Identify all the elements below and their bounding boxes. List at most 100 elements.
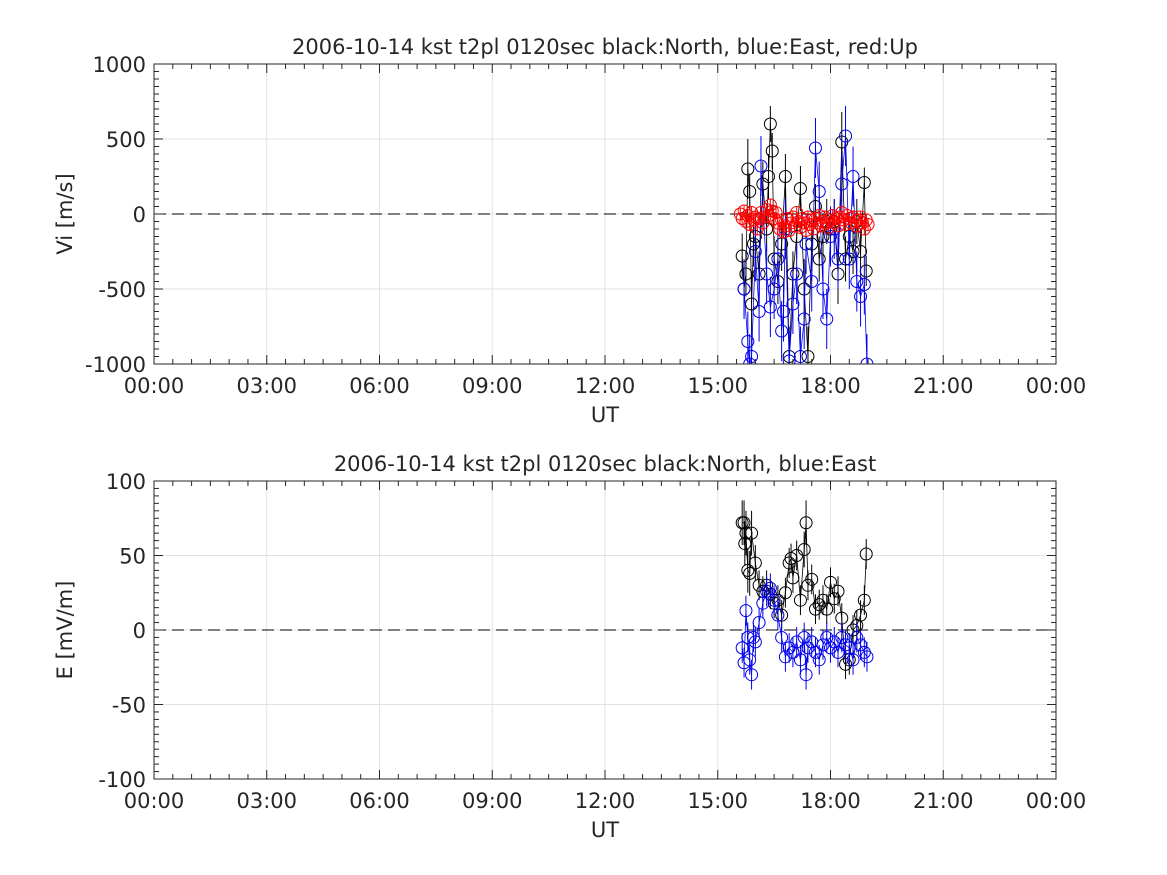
electric-field-series-1 [735, 573, 874, 690]
electric-field-y-tick-label: 0 [133, 619, 146, 643]
electric-field-ticks [153, 480, 1057, 780]
electric-field-data-point [738, 537, 752, 551]
electric-field-data-point [857, 593, 871, 607]
velocity-data-point [743, 357, 757, 364]
electric-field-data-point [839, 638, 853, 652]
electric-field-data-point [831, 584, 845, 598]
velocity-data-point [771, 252, 785, 266]
velocity-data-point [782, 354, 796, 364]
electric-field-data-point [805, 572, 819, 586]
velocity-x-tick-label: 12:00 [575, 374, 636, 398]
electric-field-data-point [808, 602, 822, 616]
velocity-chart-title: 2006-10-14 kst t2pl 0120sec black:North,… [292, 35, 918, 59]
velocity-data-point [775, 324, 789, 338]
electric-field-x-tick-label: 15:00 [687, 789, 748, 813]
velocity-y-axis-label: Vi [m/s] [53, 173, 77, 254]
velocity-data-point [812, 185, 826, 198]
velocity-series-2 [733, 198, 875, 239]
velocity-data-point [748, 245, 762, 258]
electric-field-data-point [775, 630, 789, 644]
velocity-data-point [812, 252, 826, 266]
electric-field-chart: 00:00 03:00 06:00 09:00 12:00 15:00 18:00 21:00… [53, 452, 1086, 842]
electric-field-data [735, 500, 874, 690]
electric-field-y-tick-label: -50 [112, 694, 146, 718]
velocity-y-tick-label: -1000 [85, 353, 146, 377]
electric-field-data-point [820, 602, 834, 616]
velocity-data-point [741, 162, 755, 176]
electric-field-data-point [790, 635, 804, 649]
velocity-data-point [825, 209, 839, 222]
velocity-x-tick-label: 21:00 [913, 374, 974, 398]
velocity-series-line [741, 123, 867, 357]
electric-field-data-point [846, 623, 860, 637]
electric-field-data-point [846, 653, 860, 667]
velocity-series-group [733, 106, 875, 364]
velocity-x-axis-label: UT [591, 403, 619, 427]
velocity-data-point [861, 218, 875, 231]
velocity-data-point [741, 335, 755, 348]
velocity-x-tick-label: 15:00 [687, 374, 748, 398]
velocity-data-point [737, 282, 751, 296]
velocity-data-point [820, 312, 834, 326]
velocity-data-point [857, 176, 871, 189]
velocity-x-tick-label: 06:00 [349, 374, 410, 398]
electric-field-data-point [778, 650, 792, 664]
velocity-data-point [767, 282, 781, 296]
velocity-x-tick-label: 18:00 [800, 374, 861, 398]
electric-field-data-point [737, 516, 751, 530]
velocity-x-tick-label: 03:00 [236, 374, 297, 398]
velocity-data-point [778, 170, 792, 183]
velocity-chart: 00:00 03:00 06:00 09:00 12:00 15:00 18:00 21:00… [53, 35, 1086, 427]
electric-field-data-point [743, 653, 757, 667]
velocity-data-point [765, 144, 779, 158]
electric-field-data-point [831, 645, 845, 659]
electric-field-y-tick-labels: -100 -50 0 50 100 [98, 470, 146, 792]
velocity-x-tick-label: 09:00 [462, 374, 523, 398]
electric-field-y-tick-label: -100 [98, 768, 146, 792]
velocity-data-point [854, 245, 868, 258]
electric-field-data-point [827, 592, 841, 606]
electric-field-data-point [786, 571, 800, 585]
electric-field-series-group [735, 500, 874, 690]
velocity-series-1 [737, 106, 874, 364]
velocity-x-tick-label: 00:00 [124, 374, 185, 398]
velocity-data-point [831, 252, 845, 266]
electric-field-data-point [745, 668, 759, 682]
velocity-data-point [754, 159, 768, 173]
electric-field-x-tick-label: 06:00 [349, 789, 410, 813]
velocity-data-point [746, 237, 760, 251]
electric-field-data-point [748, 635, 762, 649]
electric-field-x-tick-labels: 00:00 03:00 06:00 09:00 12:00 15:00 18:00 21:00… [124, 789, 1087, 813]
electric-field-series-0 [735, 500, 873, 680]
electric-field-x-tick-label: 09:00 [462, 789, 523, 813]
electric-field-data-point [778, 586, 792, 600]
electric-field-data-point [799, 516, 813, 530]
electric-field-data-point [793, 593, 807, 607]
electric-field-data-point [797, 543, 811, 557]
velocity-data-point [846, 170, 860, 183]
velocity-data-point [752, 305, 766, 318]
electric-field-chart-title: 2006-10-14 kst t2pl 0120sec black:North,… [334, 452, 876, 476]
velocity-data-point [839, 129, 853, 143]
velocity-data-point [745, 297, 759, 311]
electric-field-data-point [850, 630, 864, 644]
velocity-data-point [793, 350, 807, 363]
velocity-data-point [763, 117, 777, 131]
velocity-data-point [816, 282, 830, 296]
electric-field-data-point [763, 581, 777, 595]
velocity-x-tick-label: 00:00 [1026, 374, 1087, 398]
electric-field-y-tick-label: 100 [106, 470, 146, 494]
velocity-data-point [839, 252, 853, 266]
electric-field-data-point [741, 563, 755, 577]
electric-field-data-point [739, 604, 753, 618]
electric-field-x-tick-label: 18:00 [800, 789, 861, 813]
velocity-data-point [801, 350, 815, 363]
velocity-data-point [793, 182, 807, 195]
velocity-data-point [860, 357, 874, 364]
velocity-y-tick-label: 1000 [93, 53, 146, 77]
electric-field-data-point [767, 593, 781, 607]
velocity-data-point [824, 230, 837, 243]
velocity-data-point [752, 267, 766, 281]
